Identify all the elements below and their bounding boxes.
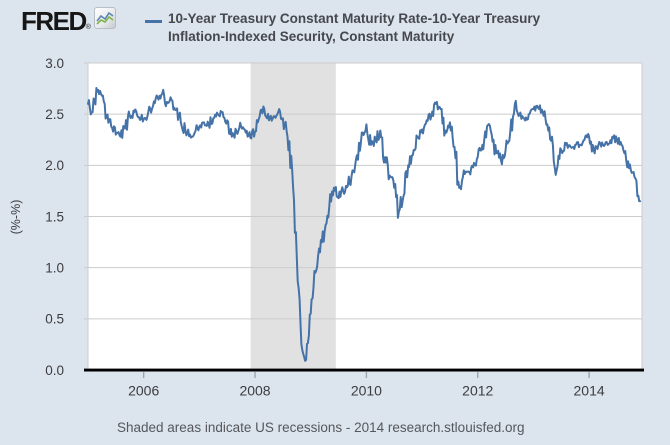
registered-trademark-icon: ® (85, 24, 91, 31)
legend-line-marker (145, 20, 162, 23)
line-chart-icon (93, 7, 116, 29)
y-tick-label: 1.5 (45, 209, 64, 224)
x-tick-label: 2008 (239, 383, 270, 399)
legend-label: 10-Year Treasury Constant Maturity Rate-… (168, 10, 608, 45)
x-axis-line (84, 368, 644, 372)
y-tick-label: 1.0 (45, 260, 64, 275)
legend: 10-Year Treasury Constant Maturity Rate-… (145, 10, 608, 45)
y-axis-title: (%-%) (9, 199, 23, 235)
x-tick-label: 2006 (128, 383, 159, 399)
data-line (87, 87, 642, 362)
y-tick-label: 3.0 (45, 56, 64, 71)
legend-label-line2: Inflation-Indexed Security, Constant Mat… (168, 28, 455, 44)
y-tick-label: 0.0 (45, 363, 64, 378)
x-tick-label: 2014 (574, 383, 605, 399)
y-tick-label: 0.5 (45, 312, 64, 327)
y-tick-label: 2.0 (45, 158, 64, 173)
fred-logo: FRED® (21, 6, 116, 36)
fred-logo-text: FRED (21, 6, 87, 36)
footer-note: Shaded areas indicate US recessions - 20… (117, 420, 525, 435)
x-tick-label: 2012 (462, 383, 493, 399)
x-tick-label: 2010 (351, 383, 382, 399)
y-tick-label: 2.5 (45, 107, 64, 122)
legend-label-line1: 10-Year Treasury Constant Maturity Rate-… (168, 11, 541, 26)
